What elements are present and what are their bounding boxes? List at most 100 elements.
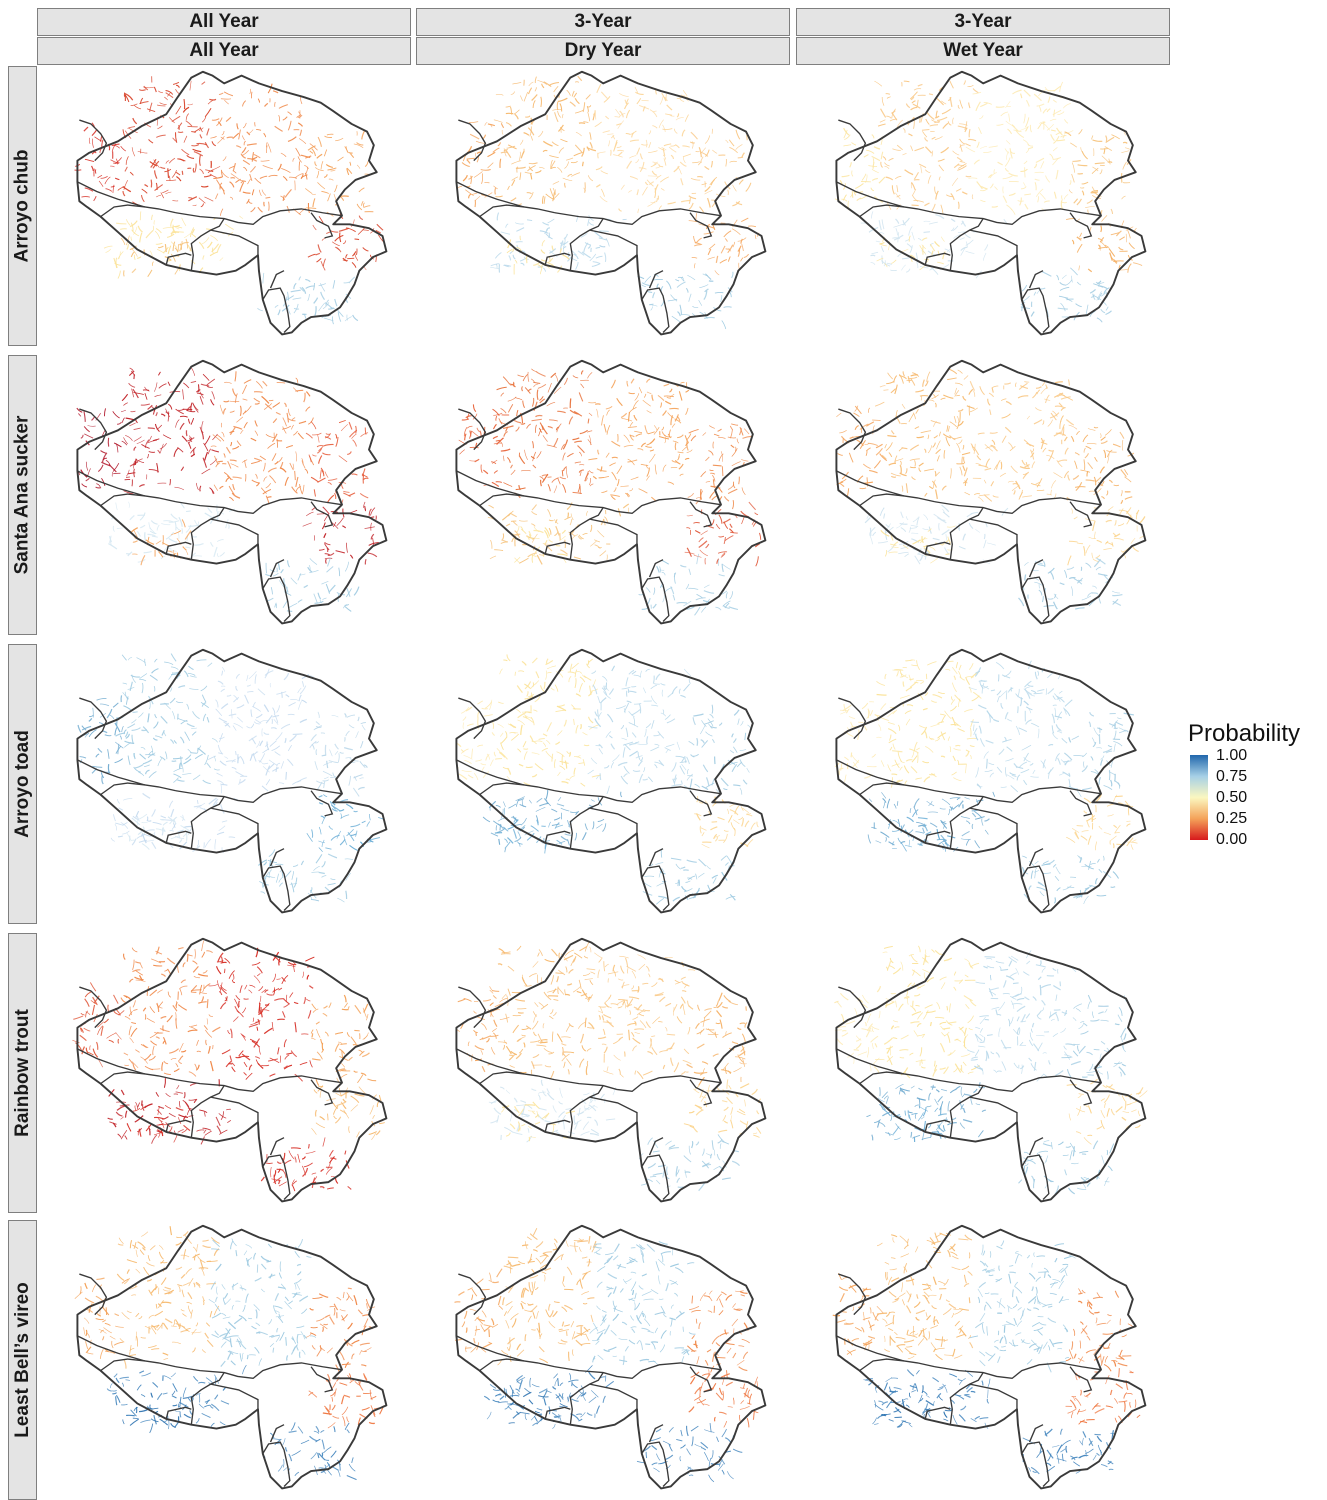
subbasin-boundary — [641, 865, 670, 911]
subbasin-boundary — [479, 493, 525, 507]
stream-network — [454, 1228, 759, 1483]
row-label-text: Santa Ana sucker — [11, 415, 33, 575]
subbasin-boundary — [589, 229, 638, 256]
subbasin-boundary — [190, 507, 225, 560]
subbasin-boundary — [569, 507, 604, 560]
stream-network — [74, 1226, 385, 1481]
subbasin-boundary — [262, 1441, 291, 1487]
map-panel-r5-c1 — [39, 1220, 419, 1500]
map-panel-r3-c2 — [418, 644, 798, 924]
watershed-map — [834, 70, 1147, 336]
subbasin-boundary — [859, 1071, 905, 1085]
map-panel-r5-c2 — [418, 1220, 798, 1500]
subbasin-boundary — [310, 501, 334, 528]
watershed-map — [455, 359, 767, 625]
column-header-bottom-1: All Year — [37, 37, 411, 65]
row-label-4: Rainbow trout — [8, 933, 37, 1213]
subbasin-boundary — [648, 848, 664, 867]
watershed-outline — [455, 359, 767, 625]
watershed-outline — [455, 70, 767, 336]
subbasin-boundary — [458, 697, 487, 740]
subbasin-boundary — [838, 119, 867, 162]
probability-legend: Probability 1.00 0.75 0.50 0.25 0.00 — [1184, 718, 1324, 868]
subbasin-boundary — [210, 1096, 259, 1123]
subbasin-boundary — [934, 1075, 1102, 1093]
stream-network — [455, 654, 759, 905]
subbasin-boundary — [838, 697, 867, 740]
subbasin-boundary — [77, 1335, 177, 1368]
legend-label-3: 0.50 — [1216, 789, 1248, 806]
subbasin-boundary — [554, 497, 722, 515]
subbasin-boundary — [836, 759, 936, 792]
subbasin-boundary — [458, 1273, 487, 1316]
subbasin-boundary — [210, 807, 259, 834]
subbasin-boundary — [210, 518, 259, 545]
map-panel-r4-c2 — [418, 933, 798, 1213]
subbasin-boundary — [79, 119, 108, 162]
map-panel-r1-c3 — [798, 66, 1178, 346]
subbasin-boundary — [175, 1362, 343, 1380]
map-panel-r2-c3 — [798, 355, 1178, 635]
row-label-text: Least Bell’s vireo — [11, 1282, 33, 1438]
subbasin-boundary — [175, 497, 343, 515]
watershed-map — [835, 359, 1147, 625]
subbasin-boundary — [1021, 865, 1050, 911]
subbasin-boundary — [859, 1358, 905, 1372]
subbasin-boundary — [458, 986, 487, 1029]
watershed-map — [76, 359, 388, 625]
map-panel-r2-c2 — [418, 355, 798, 635]
subbasin-boundary — [554, 1075, 722, 1093]
subbasin-boundary — [100, 782, 146, 796]
subbasin-boundary — [79, 697, 108, 740]
stream-network — [456, 941, 762, 1192]
subbasin-boundary — [934, 497, 1102, 515]
subbasin-boundary — [1069, 1079, 1093, 1106]
subbasin-boundary — [262, 287, 291, 333]
subbasin-boundary — [175, 208, 343, 226]
subbasin-boundary — [934, 786, 1102, 804]
map-panel-r4-c1 — [39, 933, 419, 1213]
subbasin-boundary — [310, 1366, 334, 1393]
watershed-outline — [455, 1224, 767, 1490]
subbasin-boundary — [1069, 501, 1093, 528]
subbasin-boundary — [100, 493, 146, 507]
subbasin-boundary — [210, 229, 259, 256]
legend-label-5: 0.00 — [1216, 831, 1248, 848]
subbasin-boundary — [456, 1335, 556, 1368]
watershed-outline — [76, 937, 388, 1203]
map-panel-r1-c2 — [418, 66, 798, 346]
subbasin-boundary — [165, 541, 192, 555]
subbasin-boundary — [836, 1048, 936, 1081]
subbasin-boundary — [190, 796, 225, 849]
watershed-map — [72, 937, 388, 1203]
subbasin-boundary — [969, 1383, 1018, 1410]
subbasin-boundary — [190, 1085, 225, 1138]
subbasin-boundary — [210, 1383, 259, 1410]
watershed-outline — [455, 648, 767, 914]
row-label-text: Rainbow trout — [11, 1009, 33, 1137]
subbasin-boundary — [79, 408, 108, 451]
subbasin-boundary — [689, 212, 713, 239]
watershed-outline — [76, 648, 388, 914]
subbasin-boundary — [269, 1424, 285, 1443]
map-panel-r4-c3 — [798, 933, 1178, 1213]
watershed-map — [455, 70, 767, 336]
subbasin-boundary — [949, 796, 984, 849]
watershed-outline — [835, 70, 1147, 336]
row-label-1: Arroyo chub — [8, 66, 37, 346]
subbasin-boundary — [924, 541, 951, 555]
watershed-outline — [76, 1224, 388, 1490]
subbasin-boundary — [456, 759, 556, 792]
watershed-map — [834, 648, 1147, 914]
subbasin-boundary — [924, 252, 951, 266]
subbasin-boundary — [1028, 1137, 1044, 1156]
watershed-map — [455, 937, 767, 1203]
subbasin-boundary — [269, 559, 285, 578]
subbasin-boundary — [689, 1366, 713, 1393]
subbasin-boundary — [79, 986, 108, 1029]
subbasin-boundary — [165, 1406, 192, 1420]
column-header-bottom-2: Dry Year — [416, 37, 790, 65]
subbasin-boundary — [949, 1085, 984, 1138]
subbasin-boundary — [100, 1358, 146, 1372]
watershed-outline — [835, 1224, 1147, 1490]
